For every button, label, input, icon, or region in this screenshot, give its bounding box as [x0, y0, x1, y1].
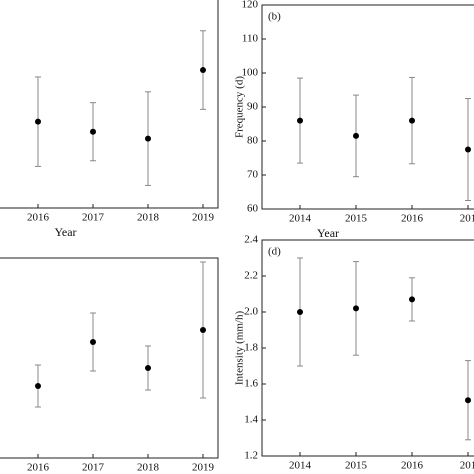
point — [353, 132, 359, 139]
x-tick-label: 2018 — [137, 212, 160, 224]
x-tick-label: 2019 — [192, 212, 215, 224]
point — [90, 128, 96, 135]
y-tick-label: 70 — [247, 169, 259, 181]
point — [297, 309, 303, 315]
y-axis-label: Frequency (d) — [234, 76, 246, 138]
x-axis-label: Year — [317, 226, 339, 240]
panel-label: (d) — [268, 246, 281, 258]
x-tick-label: 201 — [460, 213, 474, 225]
x-tick-label: 2015 — [345, 460, 368, 472]
x-tick-label: 201 — [460, 460, 474, 472]
point — [353, 305, 359, 312]
y-tick-label: 110 — [242, 33, 259, 45]
point — [90, 339, 96, 345]
point — [200, 67, 206, 74]
y-tick-label: 1.2 — [244, 450, 258, 462]
y-tick-label: 2.4 — [244, 234, 258, 246]
plot-frame — [261, 4, 474, 210]
x-tick-label: 2016 — [401, 213, 424, 225]
y-tick-label: 80 — [247, 135, 259, 147]
y-tick-label: 100 — [242, 67, 259, 79]
x-tick-label: 2015 — [345, 213, 368, 225]
x-axis-label: Year — [54, 225, 76, 239]
point — [409, 296, 415, 303]
y-tick-label: 60 — [247, 203, 259, 215]
plot-frame — [0, 257, 219, 459]
point — [465, 397, 471, 404]
plot-frame — [261, 239, 474, 457]
y-axis-label: Intensity (mm/h) — [234, 311, 246, 386]
y-tick-label: 1.4 — [244, 414, 258, 426]
x-tick-label: 2014 — [289, 460, 312, 472]
point — [145, 365, 151, 371]
plot-frame — [0, 0, 219, 209]
x-tick-label: 2016 — [401, 460, 424, 472]
point — [145, 135, 151, 142]
x-axis-label: Year — [317, 473, 339, 474]
x-tick-label: 2014 — [289, 213, 312, 225]
x-tick-label: 2017 — [82, 212, 105, 224]
y-tick-label: 1.8 — [244, 342, 258, 354]
y-tick-label: 2.0 — [244, 306, 258, 318]
y-tick-label: 90 — [247, 101, 259, 113]
x-tick-label: 2019 — [192, 462, 215, 474]
y-tick-label: 2.2 — [244, 270, 258, 282]
point — [465, 146, 471, 153]
point — [35, 118, 41, 125]
x-tick-label: 2016 — [27, 212, 50, 224]
point — [200, 327, 206, 333]
panel-label: (b) — [268, 11, 281, 23]
point — [297, 117, 303, 124]
point — [409, 117, 415, 124]
x-tick-label: 2017 — [82, 462, 105, 474]
x-tick-label: 2018 — [137, 462, 160, 474]
y-tick-label: 1.6 — [244, 378, 258, 390]
point — [35, 383, 41, 389]
y-tick-label: 120 — [242, 0, 259, 11]
x-tick-label: 2016 — [27, 462, 50, 474]
